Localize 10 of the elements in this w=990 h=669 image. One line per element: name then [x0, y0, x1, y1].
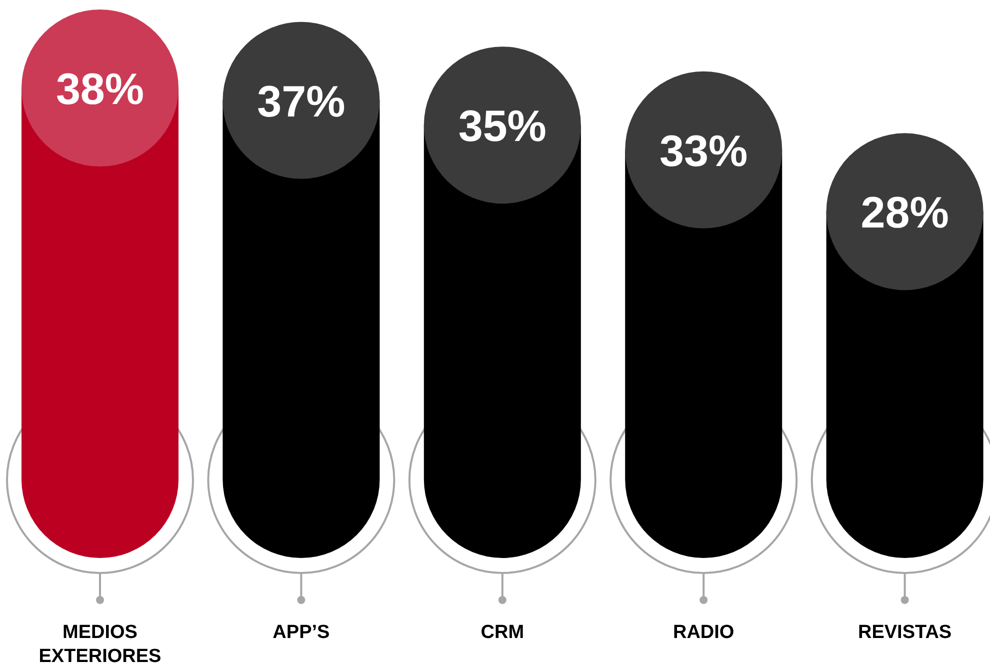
- data-label: 28%: [860, 188, 949, 238]
- x-tick-label: MEDIOS EXTERIORES: [38, 622, 162, 667]
- x-tick-label: CRM: [480, 622, 524, 643]
- data-label: 35%: [458, 102, 546, 152]
- x-tick-label: REVISTAS: [858, 622, 952, 643]
- x-tick-label: APP’S: [272, 622, 330, 643]
- data-label: 33%: [660, 126, 748, 176]
- data-label: 38%: [56, 65, 144, 114]
- x-tick-label: RADIO: [672, 622, 734, 643]
- data-label: 37%: [257, 77, 346, 126]
